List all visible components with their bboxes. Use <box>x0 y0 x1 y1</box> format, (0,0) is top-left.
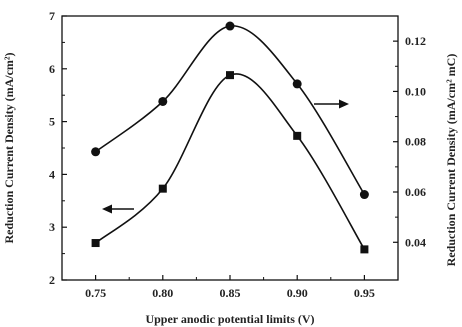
data-point-circle <box>292 79 302 89</box>
series-square-line <box>95 73 366 250</box>
right-y-tick-label: 0.10 <box>405 84 426 98</box>
x-tick-label: 0.95 <box>354 286 375 300</box>
data-point-square <box>360 245 369 254</box>
left-y-tick-label: 6 <box>49 62 55 76</box>
right-y-tick-label: 0.08 <box>405 135 426 149</box>
left-y-tick-label: 4 <box>49 167 55 181</box>
data-point-circle <box>91 147 101 157</box>
plot-frame <box>61 15 399 281</box>
right-y-tick-label: 0.06 <box>405 185 426 199</box>
left-y-tick-label: 3 <box>49 220 55 234</box>
left-y-tick-label: 5 <box>49 115 55 129</box>
x-tick-label: 0.75 <box>85 286 106 300</box>
data-point-square <box>158 184 167 193</box>
data-point-circle <box>225 21 235 31</box>
annotation-layer <box>102 99 349 214</box>
data-point-square <box>293 131 302 140</box>
left-y-tick-label: 2 <box>49 273 55 287</box>
data-point-circle <box>158 96 168 106</box>
axis-indicator-arrow <box>102 204 134 214</box>
data-point-square <box>226 71 234 80</box>
x-tick-label: 0.90 <box>287 286 308 300</box>
right-y-axis-title: Reduction Current Density (mA/cm² mC) <box>444 54 458 267</box>
series-layer <box>91 21 369 254</box>
x-tick-label: 0.80 <box>152 286 173 300</box>
data-point-circle <box>359 190 369 200</box>
series-circle-line <box>95 25 366 195</box>
right-y-tick-label: 0.04 <box>405 235 426 249</box>
data-point-square <box>91 239 100 248</box>
left-y-tick-label: 7 <box>49 9 55 23</box>
x-axis-title: Upper anodic potential limits (V) <box>145 312 314 326</box>
axis-indicator-arrow <box>314 99 349 109</box>
right-y-tick-label: 0.12 <box>405 34 426 48</box>
x-tick-label: 0.85 <box>220 286 241 300</box>
ticks-layer: 0.75 0.80 0.85 0.90 0.95 2 3 4 5 6 7 0.04 0.06 0.08 0.… <box>49 9 426 300</box>
left-y-axis-title: Reduction Current Density (mA/cm²) <box>2 52 16 243</box>
